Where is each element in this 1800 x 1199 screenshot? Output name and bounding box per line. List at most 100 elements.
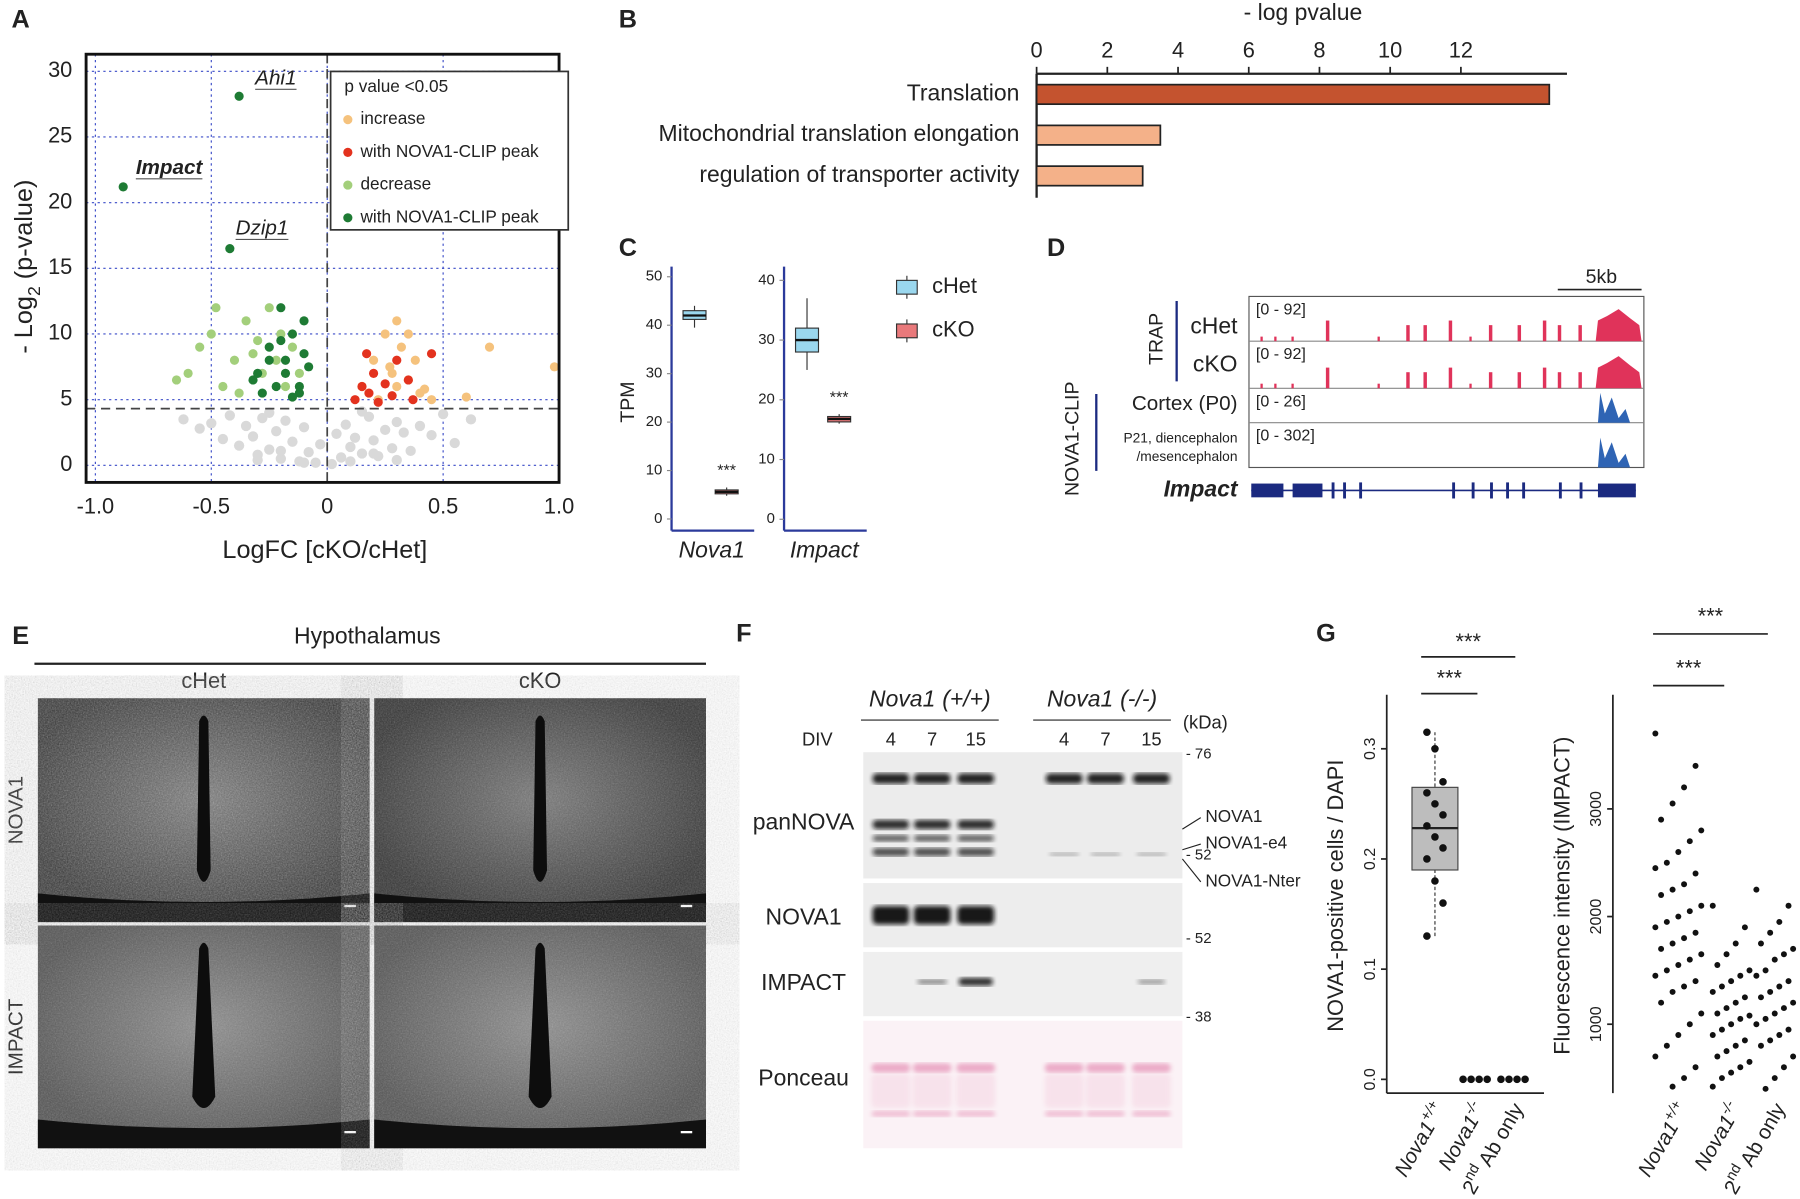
point: [1785, 978, 1792, 985]
point: [1771, 956, 1778, 963]
signal: [1578, 372, 1582, 389]
blot-row-label: panNOVA: [753, 808, 855, 834]
point: [391, 454, 402, 466]
point: [340, 419, 351, 430]
signal: [1448, 367, 1453, 389]
column-label: cKO: [519, 668, 561, 693]
div-value: 15: [966, 729, 986, 750]
band-label: NOVA1-e4: [1205, 833, 1287, 853]
point: [1423, 728, 1431, 737]
x-tick-label: -1.0: [77, 493, 115, 518]
point: [1767, 988, 1774, 995]
point: [1686, 838, 1693, 845]
band: [1044, 1063, 1084, 1073]
point: [1709, 902, 1716, 909]
band: [1045, 773, 1083, 784]
signal: [1542, 367, 1547, 389]
band: [913, 773, 951, 784]
point: [1785, 1026, 1792, 1033]
band-pointer: [1181, 858, 1202, 883]
band: [872, 819, 910, 830]
band: [1085, 1063, 1125, 1073]
point: [280, 368, 291, 378]
point: [271, 355, 281, 365]
point: [465, 414, 477, 425]
y-tick-label: 30: [48, 57, 72, 82]
point: [276, 329, 286, 339]
x-tick-label-part: Nova1: [1634, 1118, 1684, 1181]
point: [357, 381, 367, 392]
point: [1718, 1075, 1725, 1082]
point: [1728, 1069, 1735, 1076]
point: [1718, 983, 1725, 990]
point: [362, 349, 372, 359]
band: [1090, 852, 1121, 857]
signal: [1291, 336, 1294, 342]
gene-label: Dzip1: [236, 217, 289, 240]
exon: [1343, 482, 1346, 499]
point: [248, 349, 258, 359]
significance: ***: [1698, 604, 1724, 629]
point: [1790, 1053, 1797, 1060]
track-range: [0 - 26]: [1256, 392, 1306, 410]
point: [1732, 940, 1739, 947]
point: [1753, 1021, 1760, 1028]
point: [392, 355, 402, 365]
point: [1728, 978, 1735, 985]
mw-marker: - 52: [1186, 846, 1212, 863]
signal: [1597, 392, 1631, 423]
band: [871, 1063, 911, 1073]
point: [1423, 822, 1431, 830]
point: [1762, 967, 1769, 974]
signal: [1274, 383, 1277, 389]
y-tick-label: 15: [48, 254, 72, 279]
point: [1663, 1042, 1670, 1049]
point: [1714, 962, 1721, 968]
point: [280, 355, 291, 365]
point: [241, 316, 251, 326]
blot-row-label: NOVA1: [766, 904, 842, 930]
signal: [1260, 336, 1263, 342]
plot-frame: [84, 52, 561, 484]
scale-label: 5kb: [1586, 266, 1618, 288]
band: [913, 848, 951, 857]
point: [1723, 951, 1730, 958]
band-pointer: [1182, 843, 1201, 851]
y-tick-label: 1000: [1587, 1006, 1605, 1042]
point: [1692, 762, 1699, 769]
significance: ***: [1437, 666, 1463, 691]
point: [1431, 877, 1439, 885]
x-axis-title: - log pvalue: [1244, 0, 1363, 25]
point: [206, 418, 217, 429]
y-tick-label: 20: [646, 413, 663, 430]
band: [872, 773, 910, 784]
x-tick-label: 0: [1031, 38, 1043, 63]
point: [373, 397, 383, 407]
point: [304, 362, 314, 372]
point: [264, 444, 275, 455]
gene-label: Ahi1: [253, 66, 296, 89]
x-tick-label: 6: [1243, 38, 1255, 63]
point: [392, 316, 402, 326]
x-tick-label: 0: [321, 493, 333, 518]
point: [257, 388, 267, 398]
exon: [1558, 482, 1562, 499]
point: [1785, 902, 1792, 909]
point: [1753, 886, 1760, 893]
point: [264, 303, 274, 313]
ventricle: [528, 942, 552, 1109]
point: [1431, 833, 1439, 841]
div-value: 4: [886, 729, 896, 750]
point: [1709, 1083, 1716, 1090]
point: [178, 414, 189, 425]
point: [1681, 983, 1688, 990]
x-tick-label: 1.0: [544, 493, 574, 518]
band: [958, 977, 993, 986]
band: [1085, 1073, 1125, 1109]
region-label: Hypothalamus: [294, 622, 441, 648]
y-tick-label: 50: [646, 268, 663, 285]
band: [1131, 1063, 1171, 1073]
div-value: 7: [927, 729, 937, 750]
legend-label: cHet: [932, 273, 977, 298]
column-label: cHet: [181, 668, 226, 693]
